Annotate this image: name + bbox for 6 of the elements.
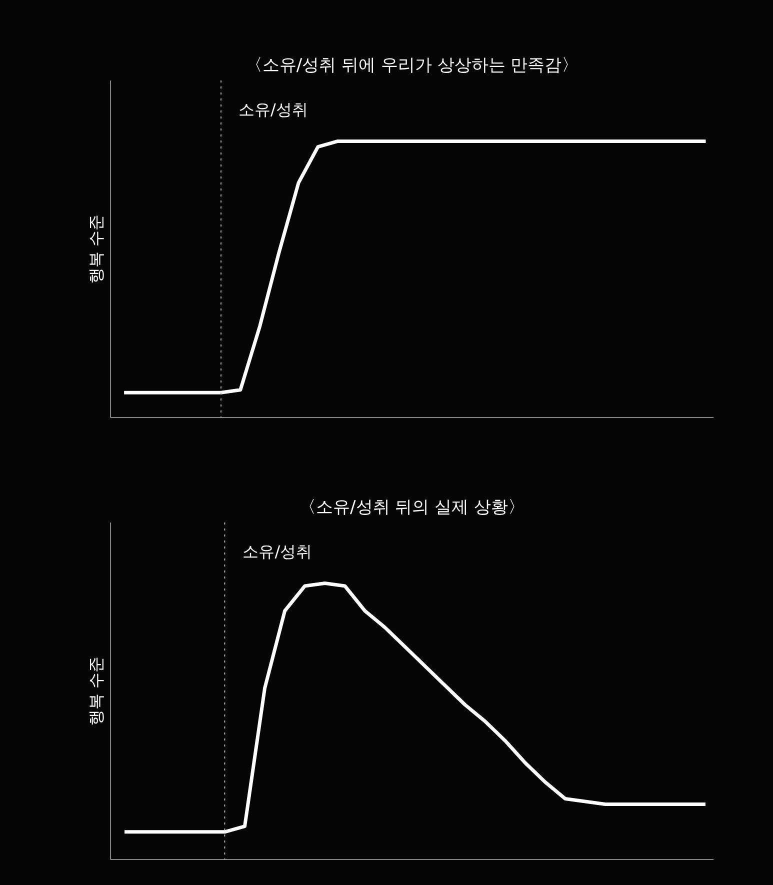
chart-title: 〈소유/성취 뒤에 우리가 상상하는 만족감〉 xyxy=(245,56,579,76)
y-axis-title: 행복 수준 xyxy=(86,656,106,726)
y-axis-title: 행복 수준 xyxy=(86,214,106,284)
text: 소유/성취 xyxy=(242,542,312,562)
chart-title: 〈소유/성취 뒤의 실제 상황〉 xyxy=(299,498,525,518)
text: 소유/성취 xyxy=(238,100,308,120)
